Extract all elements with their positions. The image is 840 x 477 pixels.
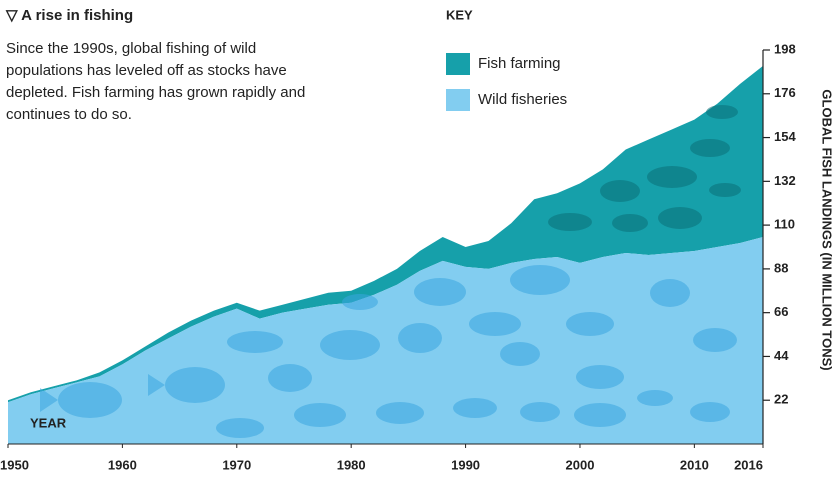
- x-tick-label: 2010: [680, 457, 709, 472]
- title-icon: ▽: [6, 7, 22, 24]
- x-tick-label: 1970: [222, 457, 251, 472]
- legend-swatch: [446, 89, 470, 111]
- x-axis-title: YEAR: [30, 415, 67, 430]
- axes: Wild fisheries Fish farming 22 44 66 88 110 132…: [0, 41, 796, 472]
- wild-fish: [40, 265, 737, 438]
- x-tick-label: 1990: [451, 457, 480, 472]
- x-tick-label: 1950: [0, 457, 29, 472]
- title-text: A rise in fishing: [21, 7, 134, 24]
- y-tick-label: 132: [774, 173, 796, 188]
- farmed-fish: [548, 105, 741, 232]
- x-tick-label: 1960: [108, 457, 137, 472]
- chart-title: ▽ A rise in fishing: [6, 6, 133, 24]
- legend-swatch: [446, 53, 470, 75]
- area: [8, 65, 763, 403]
- legend-title: KEY: [446, 7, 473, 22]
- areas: [8, 65, 763, 444]
- y-tick-label: 176: [774, 85, 796, 100]
- y-tick-label: 44: [774, 348, 789, 363]
- x-tick-label: 2000: [566, 457, 595, 472]
- x-tick-label: 1980: [337, 457, 366, 472]
- y-tick-label: 22: [774, 392, 788, 407]
- y-tick-label: 198: [774, 41, 796, 56]
- y-tick-label: 88: [774, 260, 788, 275]
- y-tick-label: 154: [774, 129, 796, 144]
- x-tick-label: 2016: [734, 457, 763, 472]
- chart-subtitle: Since the 1990s, global fishing of wild …: [6, 40, 306, 123]
- y-tick-label: 110: [774, 217, 795, 232]
- fish-decoration: [40, 105, 741, 438]
- y-tick-label: 66: [774, 304, 788, 319]
- legend-label: Wild fisheries: [478, 91, 567, 108]
- y-axis-title: GLOBAL FISH LANDINGS (IN MILLION TONS): [820, 89, 835, 370]
- legend-label: Fish farming: [478, 55, 561, 72]
